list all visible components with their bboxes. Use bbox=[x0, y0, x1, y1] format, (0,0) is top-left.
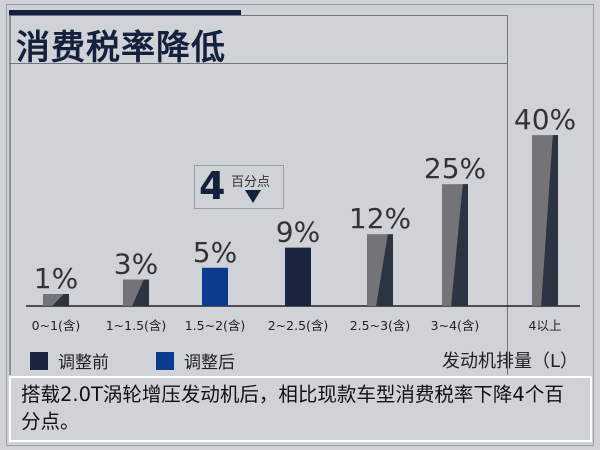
bar-shade bbox=[541, 135, 558, 306]
bar-value-label: 3% bbox=[114, 248, 158, 281]
x-axis-title: 发动机排量（L） bbox=[441, 351, 578, 372]
x-tick-label: 2~2.5(含) bbox=[268, 318, 329, 333]
bar-before bbox=[285, 247, 311, 306]
x-tick-label: 2.5~3(含) bbox=[350, 318, 411, 333]
title-accent-bar bbox=[9, 10, 241, 16]
bar-shade bbox=[52, 294, 69, 306]
bar-after bbox=[202, 267, 228, 306]
bar-value-label: 25% bbox=[424, 152, 486, 185]
outer-frame bbox=[6, 4, 594, 446]
bar-value-label: 5% bbox=[193, 236, 237, 269]
legend-swatch-before bbox=[30, 351, 48, 370]
chart-title: 消费税率降低 bbox=[16, 28, 226, 68]
legend-item-before: 调整前 bbox=[30, 348, 109, 373]
chart-panel bbox=[9, 15, 508, 375]
legend-item-after: 调整后 bbox=[156, 348, 235, 373]
bar-value-label: 9% bbox=[276, 216, 320, 249]
bar-shade bbox=[376, 234, 393, 306]
bar-value-label: 40% bbox=[514, 103, 576, 136]
x-tick-label: 0~1(含) bbox=[32, 318, 81, 333]
title-box bbox=[9, 15, 508, 64]
x-tick-label: 3~4(含) bbox=[431, 318, 480, 333]
note-box: 搭载2.0T涡轮增压发动机后，相比现款车型消费税率下降4个百分点。 bbox=[9, 376, 592, 442]
bar-shade bbox=[451, 184, 468, 306]
decrease-annotation: 4 百分点 bbox=[194, 164, 284, 209]
bar-value-label: 1% bbox=[34, 262, 78, 295]
legend-label-after: 调整后 bbox=[184, 353, 235, 373]
legend-label-before: 调整前 bbox=[58, 353, 109, 373]
x-tick-label: 1.5~2(含) bbox=[185, 318, 246, 333]
decrease-unit: 百分点 bbox=[231, 175, 271, 190]
decrease-value: 4 bbox=[199, 164, 226, 208]
x-tick-label: 4以上 bbox=[529, 318, 562, 333]
x-tick-label: 1~1.5(含) bbox=[106, 318, 167, 333]
bar-shade bbox=[132, 279, 149, 306]
bar-value-label: 12% bbox=[349, 202, 411, 235]
down-arrow-icon bbox=[245, 190, 261, 203]
legend-swatch-after bbox=[156, 351, 174, 370]
